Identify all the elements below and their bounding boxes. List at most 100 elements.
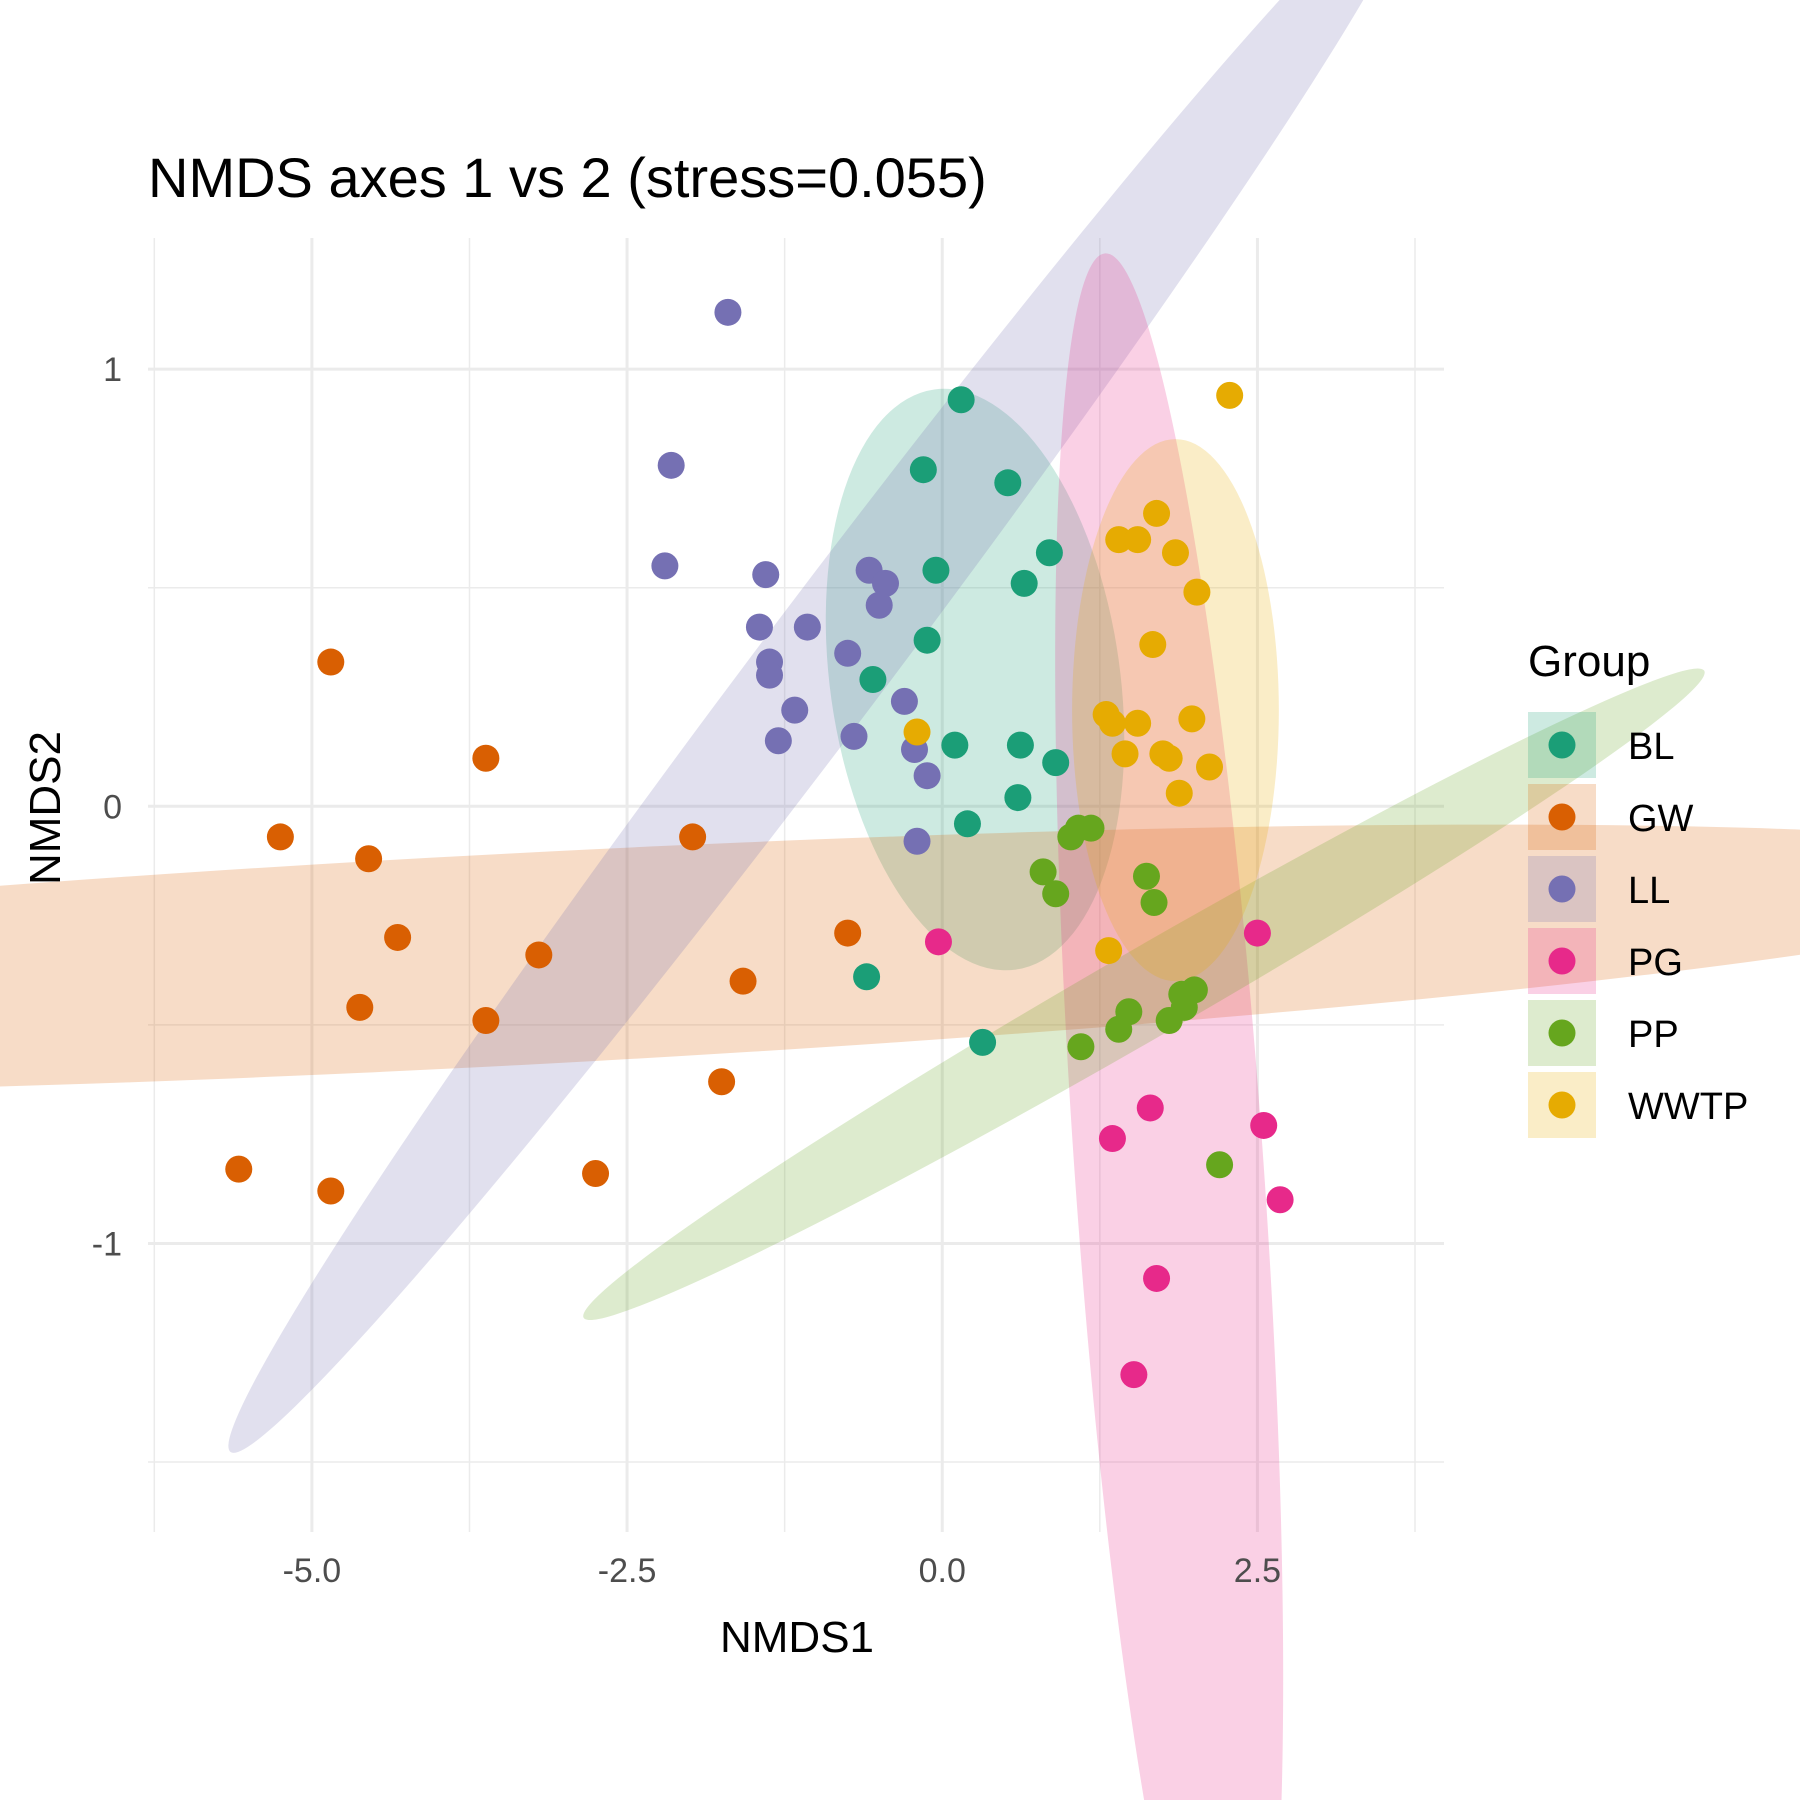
point-bl bbox=[1006, 731, 1034, 759]
point-pp bbox=[1105, 1015, 1133, 1043]
grid-minor bbox=[148, 238, 1444, 1532]
point-wwtp bbox=[1143, 499, 1171, 527]
chart-title: NMDS axes 1 vs 2 (stress=0.055) bbox=[148, 146, 987, 209]
point-wwtp bbox=[1111, 740, 1139, 768]
point-gw bbox=[472, 1007, 500, 1035]
y-tick-label: 0 bbox=[103, 788, 122, 826]
point-pg bbox=[1098, 1125, 1126, 1153]
ellipse-gw bbox=[0, 824, 1800, 1095]
point-bl bbox=[922, 556, 950, 584]
point-wwtp bbox=[1216, 381, 1244, 409]
point-ll bbox=[752, 561, 780, 589]
legend-label-pp: PP bbox=[1628, 1014, 1679, 1056]
point-pg bbox=[1120, 1361, 1148, 1389]
point-pg bbox=[1266, 1186, 1294, 1214]
legend-label-bl: BL bbox=[1628, 726, 1674, 768]
point-pp bbox=[1155, 1007, 1183, 1035]
point-pp bbox=[1067, 1033, 1095, 1061]
grid-major bbox=[148, 238, 1444, 1532]
legend-dot-wwtp bbox=[1548, 1091, 1576, 1119]
y-tick-label: 1 bbox=[103, 351, 122, 389]
point-bl bbox=[859, 666, 887, 694]
point-wwtp bbox=[1178, 705, 1206, 733]
point-wwtp bbox=[1124, 526, 1152, 554]
point-ll bbox=[781, 696, 809, 724]
point-bl bbox=[1042, 749, 1070, 777]
point-pp bbox=[1042, 880, 1070, 908]
point-wwtp bbox=[1139, 631, 1167, 659]
point-wwtp bbox=[1161, 539, 1189, 567]
x-axis-ticks: -5.0 -2.5 0.0 2.5 bbox=[283, 1552, 1281, 1590]
point-ll bbox=[865, 591, 893, 619]
point-bl bbox=[1035, 539, 1063, 567]
ellipse-wwtp bbox=[1072, 439, 1279, 982]
legend-dot-ll bbox=[1548, 875, 1576, 903]
point-ll bbox=[764, 727, 792, 755]
point-ll bbox=[834, 639, 862, 667]
legend-items: BL GW LL PG PP WWTP bbox=[1528, 712, 1748, 1138]
point-bl bbox=[1010, 569, 1038, 597]
point-wwtp bbox=[903, 718, 931, 746]
legend-dot-pg bbox=[1548, 947, 1576, 975]
point-ll bbox=[651, 552, 679, 580]
x-tick-label: 0.0 bbox=[919, 1552, 966, 1590]
point-pp bbox=[1132, 862, 1160, 890]
legend-label-gw: GW bbox=[1628, 798, 1694, 840]
point-ll bbox=[872, 569, 900, 597]
point-bl bbox=[941, 731, 969, 759]
x-tick-label: -2.5 bbox=[598, 1552, 657, 1590]
x-tick-label: 2.5 bbox=[1234, 1552, 1281, 1590]
point-pg bbox=[924, 928, 952, 956]
point-wwtp bbox=[1155, 744, 1183, 772]
point-pg bbox=[1243, 919, 1271, 947]
legend-dot-gw bbox=[1548, 803, 1576, 831]
point-gw bbox=[317, 1177, 345, 1205]
point-bl bbox=[969, 1028, 997, 1056]
point-bl bbox=[947, 386, 975, 414]
legend-dot-bl bbox=[1548, 731, 1576, 759]
point-bl bbox=[909, 456, 937, 484]
point-gw bbox=[582, 1160, 610, 1188]
point-wwtp bbox=[1196, 753, 1224, 781]
point-bl bbox=[994, 469, 1022, 497]
point-pg bbox=[1143, 1264, 1171, 1292]
x-tick-label: -5.0 bbox=[283, 1552, 342, 1590]
point-gw bbox=[317, 648, 345, 676]
point-ll bbox=[756, 661, 784, 689]
y-tick-label: -1 bbox=[92, 1225, 122, 1263]
point-bl bbox=[1004, 784, 1032, 812]
point-gw bbox=[355, 845, 383, 873]
point-wwtp bbox=[1098, 709, 1126, 737]
point-ll bbox=[890, 687, 918, 715]
point-bl bbox=[953, 810, 981, 838]
point-ll bbox=[714, 298, 742, 326]
point-gw bbox=[266, 823, 294, 851]
ellipse-ll bbox=[228, 0, 1417, 1453]
legend-title: Group bbox=[1528, 637, 1650, 686]
data-points bbox=[225, 298, 1294, 1389]
point-ll bbox=[745, 613, 773, 641]
point-pg bbox=[1136, 1094, 1164, 1122]
y-axis-title: NMDS2 bbox=[21, 731, 70, 885]
point-wwtp bbox=[1124, 709, 1152, 737]
point-ll bbox=[913, 762, 941, 790]
x-axis-title: NMDS1 bbox=[720, 1613, 874, 1662]
point-ll bbox=[903, 827, 931, 855]
point-pp bbox=[1077, 814, 1105, 842]
legend-label-ll: LL bbox=[1628, 870, 1670, 912]
legend-label-wwtp: WWTP bbox=[1628, 1086, 1748, 1128]
point-gw bbox=[834, 919, 862, 947]
ellipse-bl bbox=[825, 388, 1125, 971]
point-gw bbox=[472, 744, 500, 772]
point-wwtp bbox=[1165, 779, 1193, 807]
point-gw bbox=[384, 923, 412, 951]
point-ll bbox=[657, 451, 685, 479]
point-gw bbox=[346, 993, 374, 1021]
point-pp bbox=[1206, 1151, 1234, 1179]
ellipse-pp bbox=[583, 668, 1705, 1321]
y-axis-ticks: 1 0 -1 bbox=[92, 351, 122, 1263]
point-gw bbox=[729, 967, 757, 995]
point-pp bbox=[1029, 858, 1057, 886]
point-wwtp bbox=[1105, 526, 1133, 554]
